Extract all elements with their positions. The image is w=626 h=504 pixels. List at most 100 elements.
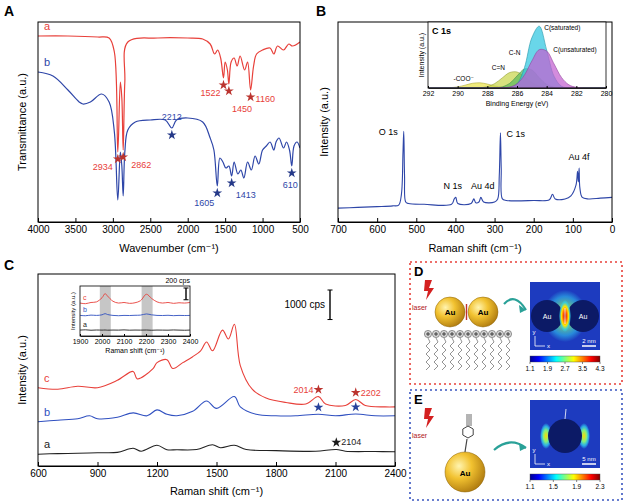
map-scale-label: 5 nm — [582, 456, 595, 462]
tick: 3500 — [65, 218, 88, 235]
tick-mark — [146, 334, 147, 336]
series-label: b — [44, 56, 50, 68]
alkyne-bond — [467, 414, 471, 426]
tick-mark — [102, 334, 103, 336]
tick-mark — [113, 218, 114, 222]
tick-label: 0 — [610, 224, 616, 235]
tick-mark — [225, 218, 226, 222]
background — [0, 0, 626, 504]
map-particle — [567, 300, 599, 332]
series-label: C-N — [509, 49, 521, 56]
colorbar-label: 2.3 — [595, 483, 604, 490]
molecule-head — [440, 330, 447, 337]
molecule-head — [480, 330, 487, 337]
tick-mark — [416, 218, 417, 222]
molecule-chain — [426, 338, 430, 370]
tick-mark — [377, 218, 378, 222]
map-scale-bar — [582, 345, 596, 347]
figure-container: 4000350030002500200015001000500Wavenumbe… — [0, 0, 626, 504]
diagram-D: DlaserAuAuAuAu2 nmyx1.11.92.73.54.3 — [410, 262, 622, 384]
peak-star — [246, 92, 256, 101]
y-axis-title: Intensity (a.u.) — [318, 87, 330, 157]
tick-label: 100 — [565, 224, 582, 235]
plot-frame — [428, 22, 606, 88]
field-map — [530, 400, 600, 468]
figure: 4000350030002500200015001000500Wavenumbe… — [0, 0, 626, 504]
colorbar-label: 1.9 — [543, 365, 552, 372]
tick-label: 2000 — [177, 224, 200, 235]
tick: 2000 — [95, 334, 111, 345]
tick-label: 2300 — [161, 338, 177, 345]
molecule-head — [448, 330, 455, 337]
laser-bolt — [424, 408, 434, 428]
component-area — [428, 49, 606, 88]
plus-sign — [474, 332, 478, 336]
tick: 600 — [30, 462, 47, 479]
tick-mark — [300, 218, 301, 222]
peak-label: O 1s — [379, 127, 399, 137]
tick-mark — [124, 334, 125, 336]
panel-letter: B — [316, 3, 326, 19]
tick: 292 — [423, 86, 435, 97]
molecule-head — [504, 330, 511, 337]
tick-mark — [612, 218, 613, 222]
component-area — [428, 26, 606, 88]
peak-star — [314, 402, 324, 411]
plus-sign — [458, 332, 462, 336]
peak-label: Au 4d — [471, 181, 495, 191]
x-axis-title: Raman shift (cm⁻¹) — [428, 242, 521, 254]
diagram-frame — [410, 390, 622, 500]
peak-label: 2212 — [162, 112, 182, 122]
peak-star — [351, 402, 361, 411]
colorbar-label: 1.1 — [525, 483, 534, 490]
plot-area — [38, 324, 395, 454]
tick-mark — [98, 462, 99, 466]
x-axis-title: Wavenumber (cm⁻¹) — [119, 242, 219, 254]
tick-mark — [487, 86, 488, 88]
highlight-band — [142, 286, 153, 336]
peak-label: 2014 — [293, 385, 313, 395]
tick-label: 200 — [526, 224, 543, 235]
spectrum-line — [80, 314, 190, 316]
molecule-chain — [434, 338, 438, 370]
plus-sign — [434, 332, 438, 336]
tick: 1500 — [215, 218, 238, 235]
scale-bar-line — [185, 288, 186, 300]
tick-label: 500 — [292, 224, 309, 235]
tick-mark — [495, 218, 496, 222]
colorbar-tick — [565, 362, 566, 364]
plus-sign — [490, 332, 494, 336]
molecule-head — [496, 330, 503, 337]
chart-0: 4000350030002500200015001000500Wavenumbe… — [4, 3, 309, 254]
y-axis-title: Intensity (a.u.) — [418, 33, 426, 77]
peak-star — [224, 86, 234, 95]
panel-letter: E — [414, 392, 423, 407]
flow-arrow — [494, 442, 526, 450]
tick-label: 2400 — [384, 468, 407, 479]
colorbar-label: 1.5 — [549, 483, 558, 490]
tick: 400 — [448, 218, 465, 235]
x-axis: 190020002100220023002400 — [73, 334, 199, 345]
colorbar-tick — [530, 480, 531, 482]
tick-label: 700 — [330, 224, 347, 235]
spectrum-line — [38, 324, 395, 407]
series-label: C(unsaturated) — [553, 46, 596, 54]
colorbar-tick — [547, 362, 548, 364]
laser-label: laser — [412, 432, 428, 439]
tick-label: 900 — [90, 468, 107, 479]
tick-mark — [428, 86, 429, 88]
tick: 288 — [482, 86, 494, 97]
tick-label: 400 — [448, 224, 465, 235]
tick-label: 4000 — [27, 224, 50, 235]
scale-bar-label: 200 cps — [165, 277, 190, 285]
map-molecule — [565, 409, 566, 419]
plot-area — [80, 286, 190, 336]
tick: 900 — [90, 462, 107, 479]
series-label: a — [44, 438, 51, 450]
tick-label: 2100 — [117, 338, 133, 345]
tick: 2400 — [183, 334, 199, 345]
laser-bolt — [424, 280, 434, 300]
inset-background — [80, 286, 190, 336]
molecule-stick — [465, 439, 467, 452]
plus-sign — [466, 332, 470, 336]
